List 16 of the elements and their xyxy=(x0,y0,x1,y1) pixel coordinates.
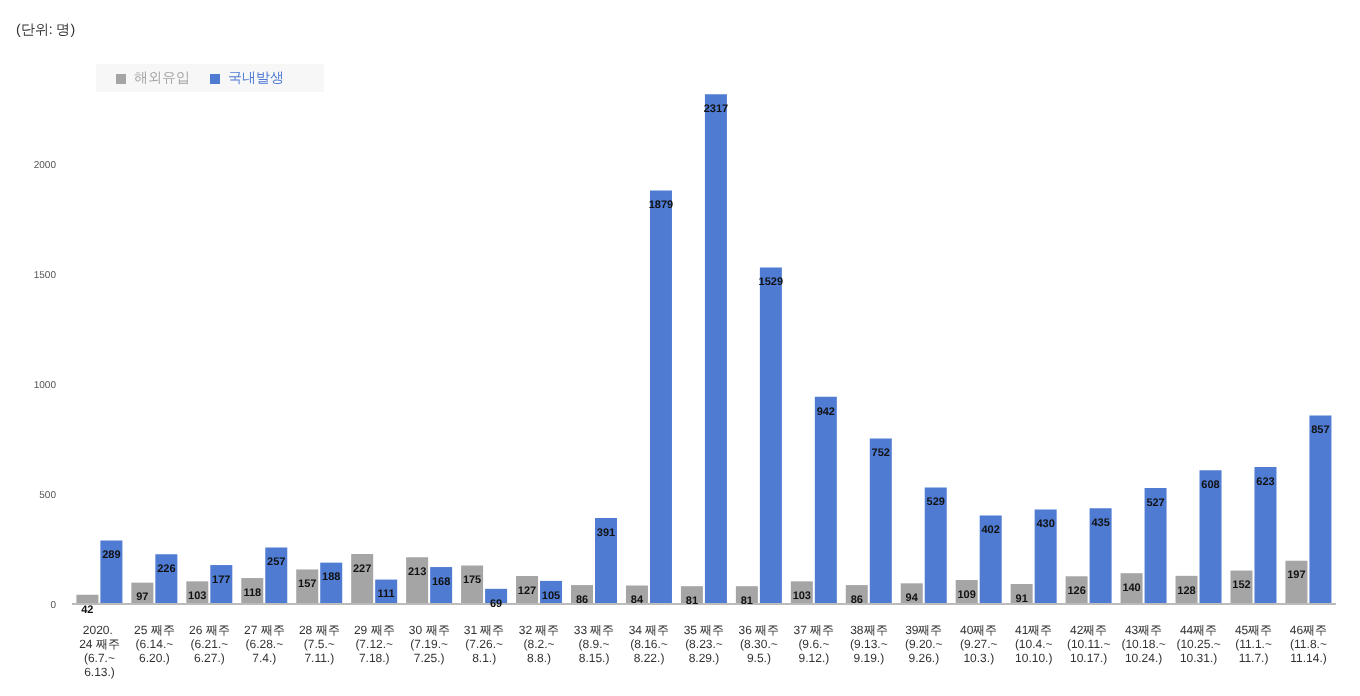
bar xyxy=(1254,466,1277,604)
bar xyxy=(759,267,782,604)
bar xyxy=(814,396,837,604)
bar xyxy=(869,438,892,604)
bar xyxy=(649,190,672,604)
bar xyxy=(1144,488,1167,604)
bar xyxy=(595,517,618,604)
bar xyxy=(1309,415,1332,604)
bar xyxy=(924,487,947,604)
bar xyxy=(1089,508,1112,604)
bar xyxy=(704,94,727,604)
bar xyxy=(1034,509,1057,604)
bar xyxy=(979,515,1002,604)
bar xyxy=(100,540,123,604)
bar xyxy=(265,547,288,604)
bar xyxy=(1199,470,1222,604)
